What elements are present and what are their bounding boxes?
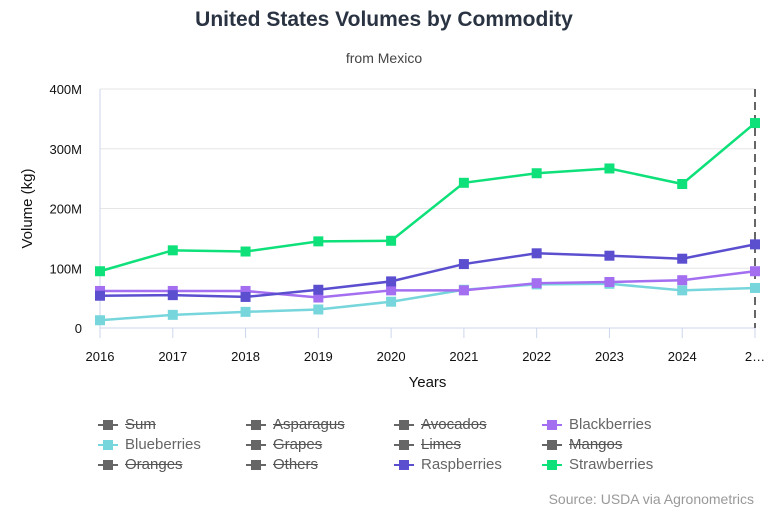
legend-item-sum[interactable]: Sum — [98, 416, 246, 433]
x-tick-label: 2018 — [231, 349, 260, 364]
legend-marker-icon — [542, 459, 562, 471]
data-point-blackberries — [458, 285, 469, 296]
legend-label: Asparagus — [273, 416, 345, 433]
data-point-blackberries — [531, 278, 542, 289]
legend-label: Blueberries — [125, 436, 201, 453]
data-point-strawberries — [167, 245, 178, 256]
legend-label: Sum — [125, 416, 156, 433]
y-tick-label: 100M — [49, 261, 82, 276]
legend-marker-icon — [98, 439, 118, 451]
x-tick-label: 2016 — [86, 349, 115, 364]
legend-label: Strawberries — [569, 456, 654, 473]
data-point-blueberries — [750, 282, 760, 293]
legend-item-blueberries[interactable]: Blueberries — [98, 436, 246, 453]
legend-label: Grapes — [273, 436, 323, 453]
data-point-raspberries — [750, 239, 760, 250]
legend-label: Avocados — [421, 416, 487, 433]
series-line-strawberries — [99, 122, 756, 273]
data-point-blueberries — [167, 309, 178, 320]
x-axis-title: Years — [409, 374, 447, 391]
legend-item-mangos[interactable]: Mangos — [542, 436, 702, 453]
legend-marker-icon — [542, 419, 562, 431]
y-tick-label: 400M — [49, 82, 82, 97]
legend-item-oranges[interactable]: Oranges — [98, 456, 246, 473]
data-point-strawberries — [750, 118, 760, 129]
data-point-raspberries — [604, 250, 615, 261]
legend-item-limes[interactable]: Limes — [394, 436, 542, 453]
data-point-strawberries — [240, 246, 251, 257]
x-tick-label: 2022 — [522, 349, 551, 364]
legend-label: Oranges — [125, 456, 183, 473]
legend-item-avocados[interactable]: Avocados — [394, 416, 542, 433]
legend-item-others[interactable]: Others — [246, 456, 394, 473]
data-point-raspberries — [531, 248, 542, 259]
x-tick-label: 2021 — [449, 349, 478, 364]
data-point-strawberries — [386, 235, 397, 246]
legend-label: Others — [273, 456, 319, 473]
legend-marker-icon — [246, 419, 266, 431]
data-point-raspberries — [313, 284, 324, 295]
data-point-strawberries — [604, 163, 615, 174]
legend-marker-icon — [246, 439, 266, 451]
x-tick-label: 2… — [745, 349, 765, 364]
data-point-raspberries — [167, 290, 178, 301]
chart-subtitle: from Mexico — [345, 50, 423, 66]
data-point-raspberries — [240, 291, 251, 302]
legend-item-raspberries[interactable]: Raspberries — [394, 456, 542, 473]
x-tick-label: 2024 — [668, 349, 697, 364]
data-point-strawberries — [95, 266, 105, 277]
x-tick-label: 2023 — [595, 349, 624, 364]
series-line-raspberries — [99, 243, 756, 299]
chart-title: United States Volumes by Commodity — [195, 8, 573, 31]
legend-label: Blackberries — [569, 416, 652, 433]
legend-label: Limes — [421, 436, 462, 453]
data-point-raspberries — [386, 276, 397, 287]
data-point-blackberries — [604, 276, 615, 287]
data-point-raspberries — [458, 259, 469, 270]
series-line-blackberries — [100, 269, 756, 299]
legend-marker-icon — [394, 439, 414, 451]
legend-marker-icon — [542, 439, 562, 451]
source-credit: Source: USDA via Agronometrics — [548, 491, 754, 507]
data-point-blueberries — [313, 304, 324, 315]
legend-marker-icon — [98, 419, 118, 431]
x-tick-label: 2017 — [158, 349, 187, 364]
data-point-blackberries — [750, 266, 760, 277]
data-point-raspberries — [95, 290, 105, 301]
legend: Sum Asparagus Avocados Blackberries Blueberr… — [98, 416, 702, 473]
legend-item-strawberries[interactable]: Strawberries — [542, 456, 702, 473]
legend-label: Raspberries — [421, 456, 502, 473]
data-point-blackberries — [240, 285, 251, 296]
legend-marker-icon — [98, 459, 118, 471]
legend-marker-icon — [394, 459, 414, 471]
y-axis-title: Volume (kg) — [19, 168, 36, 248]
legend-marker-icon — [246, 459, 266, 471]
data-point-blackberries — [313, 292, 324, 303]
legend-item-grapes[interactable]: Grapes — [246, 436, 394, 453]
data-point-blueberries — [240, 306, 251, 317]
legend-item-blackberries[interactable]: Blackberries — [542, 416, 702, 433]
data-point-blackberries — [386, 285, 397, 296]
legend-label: Mangos — [569, 436, 623, 453]
data-point-blueberries — [95, 315, 105, 326]
series-line-blueberries — [99, 282, 756, 322]
data-point-strawberries — [313, 236, 324, 247]
data-point-raspberries — [677, 253, 688, 264]
data-point-blueberries — [386, 296, 397, 307]
legend-item-asparagus[interactable]: Asparagus — [246, 416, 394, 433]
legend-marker-icon — [394, 419, 414, 431]
data-point-blackberries — [677, 275, 688, 286]
x-tick-label: 2019 — [304, 349, 333, 364]
y-tick-label: 300M — [49, 142, 82, 157]
data-point-strawberries — [531, 168, 542, 179]
y-tick-label: 0 — [75, 321, 82, 336]
data-point-strawberries — [677, 179, 688, 190]
data-point-strawberries — [458, 177, 469, 188]
x-tick-label: 2020 — [377, 349, 406, 364]
data-point-blueberries — [677, 285, 688, 296]
y-tick-label: 200M — [49, 202, 82, 217]
